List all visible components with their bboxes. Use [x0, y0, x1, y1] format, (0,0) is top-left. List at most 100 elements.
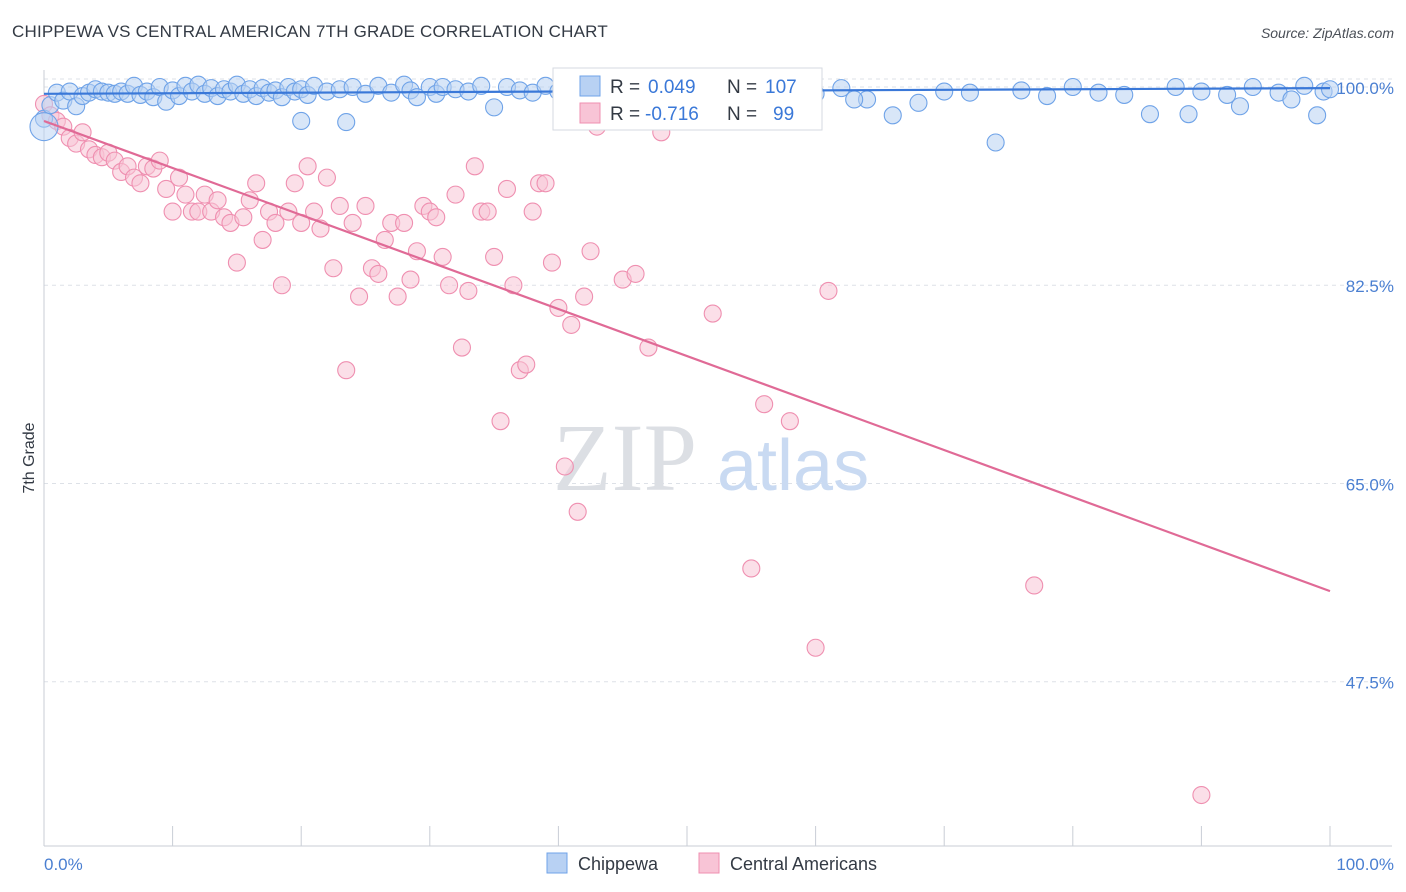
central-americans-point [317, 168, 336, 187]
central-americans-point [279, 202, 298, 221]
chippewa-point [472, 76, 491, 95]
trend-lines [43, 87, 1331, 593]
chippewa-point [935, 82, 954, 101]
chippewa-point [1282, 90, 1301, 109]
central-americans-point [369, 264, 388, 283]
watermark-atlas: atlas [717, 426, 869, 506]
legend-swatch-chippewa [579, 75, 601, 97]
central-americans-point [272, 276, 291, 295]
central-americans-point [497, 179, 517, 198]
central-americans-point [478, 202, 497, 221]
chippewa-point [1192, 82, 1211, 101]
chippewa-point [986, 133, 1005, 152]
central-americans-point [806, 638, 825, 657]
central-americans-point [234, 208, 253, 227]
central-americans-point [575, 287, 594, 306]
central-americans-point [227, 253, 246, 272]
central-americans-point [446, 185, 465, 204]
watermark: ZIP atlas [553, 404, 869, 511]
central-americans-point [247, 174, 266, 193]
chippewa-point [909, 93, 928, 112]
chippewa-point [1243, 77, 1262, 97]
central-americans-point [157, 179, 176, 198]
central-americans-point [337, 361, 356, 380]
central-americans-point [440, 276, 459, 295]
central-americans-point [819, 281, 838, 300]
central-americans-point [1192, 785, 1211, 805]
central-americans-point [555, 457, 574, 476]
chippewa-point [1038, 87, 1057, 106]
legend-n-value-1: 107 [765, 77, 797, 98]
central-americans-point [581, 242, 600, 261]
axes [43, 70, 1392, 847]
central-americans-point [433, 247, 452, 266]
grid-lines [44, 78, 1392, 683]
central-americans-point [298, 157, 317, 176]
central-americans-point [285, 174, 304, 193]
central-americans-point [176, 185, 195, 204]
central-americans-point [131, 174, 150, 193]
chippewa-point [845, 90, 864, 109]
central-americans-point [452, 338, 472, 357]
legend-r-label-2: R = [610, 104, 640, 125]
central-americans-point [703, 304, 722, 323]
central-americans-point [266, 213, 285, 232]
central-americans-point [350, 287, 369, 306]
x-tick-label-100: 100.0% [1336, 855, 1394, 874]
central-americans-point [395, 213, 414, 232]
central-americans-point [523, 202, 542, 221]
central-americans-point [343, 213, 362, 232]
central-americans-point [536, 174, 555, 193]
legend-swatch-central-americans [579, 102, 601, 124]
bottom-legend-swatch-chippewa [546, 852, 568, 874]
y-tick-labels: 100.0% 82.5% 65.0% 47.5% [1336, 79, 1394, 693]
central-americans-point [163, 202, 182, 221]
chippewa-point [1230, 97, 1250, 116]
bottom-legend-label-chippewa: Chippewa [578, 854, 659, 874]
chippewa-point [1089, 83, 1108, 102]
central-americans-point [755, 395, 774, 414]
x-ticks [43, 826, 1331, 846]
legend-n-label-2: N = [727, 104, 757, 125]
series-legend: Chippewa Central Americans [546, 852, 877, 874]
chippewa-point [1308, 106, 1327, 125]
central-americans-trend-line [43, 119, 1331, 593]
chippewa-point [1063, 77, 1082, 97]
chippewa-point [1115, 85, 1134, 104]
central-americans-point [208, 191, 227, 210]
central-americans-point [388, 287, 407, 306]
watermark-zip: ZIP [553, 404, 697, 511]
central-americans-point [568, 502, 587, 521]
chippewa-point [960, 83, 979, 102]
chippewa-point [29, 112, 59, 142]
central-americans-point [465, 157, 484, 176]
y-tick-label: 82.5% [1346, 277, 1394, 296]
y-axis-label: 7th Grade [21, 422, 38, 493]
chippewa-point [337, 113, 356, 132]
chippewa-point [1218, 85, 1237, 104]
chippewa-point [1179, 105, 1198, 124]
legend-r-label-1: R = [610, 77, 640, 98]
chippewa-point [1295, 76, 1314, 95]
central-americans-point [253, 230, 272, 249]
central-americans-point [427, 208, 446, 227]
legend-n-label-1: N = [727, 77, 757, 98]
central-americans-point [780, 412, 799, 431]
chippewa-point [1140, 105, 1160, 124]
chippewa-point [485, 98, 504, 117]
central-americans-point [330, 196, 349, 215]
chippewa-point [1166, 77, 1185, 97]
central-americans-point [401, 270, 420, 289]
bottom-legend-swatch-central-americans [698, 852, 720, 874]
legend-r-value-1: 0.049 [648, 77, 696, 98]
central-americans-point [562, 315, 581, 334]
chippewa-point [883, 106, 902, 125]
central-americans-point [356, 196, 375, 215]
central-americans-point [626, 264, 645, 283]
bottom-legend-label-central-americans: Central Americans [730, 854, 877, 874]
y-tick-label: 65.0% [1346, 475, 1394, 494]
central-americans-point [1025, 576, 1044, 595]
legend-n-value-2: 99 [773, 104, 794, 125]
y-tick-label: 100.0% [1336, 79, 1394, 98]
